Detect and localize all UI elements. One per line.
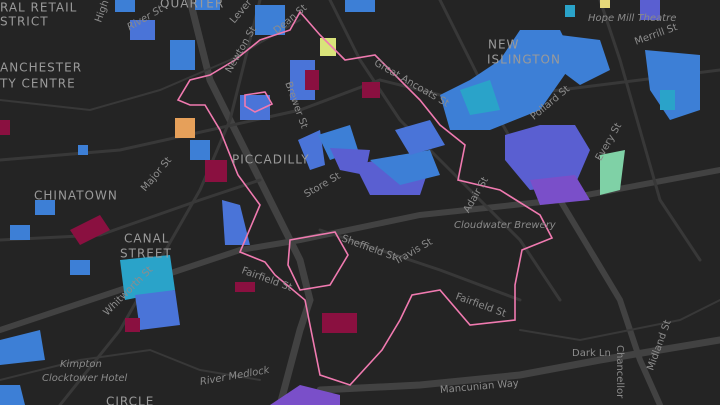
building: [0, 385, 25, 405]
map-label: QUARTER: [160, 0, 224, 11]
building: [370, 150, 440, 185]
map-label: TY CENTRE: [0, 77, 76, 91]
map-label: Cloudwater Brewery: [454, 220, 557, 231]
building: [460, 80, 500, 115]
building: [170, 40, 195, 70]
map-label: PICCADILLY: [232, 153, 310, 167]
building: [560, 35, 610, 85]
building: [35, 200, 55, 215]
map-label: ISLINGTON: [487, 53, 561, 67]
building: [70, 215, 110, 245]
map-label: STREET: [120, 247, 172, 261]
building: [78, 145, 88, 155]
building: [565, 5, 575, 17]
building: [10, 225, 30, 240]
building: [0, 330, 45, 365]
building: [135, 290, 180, 330]
building: [115, 0, 135, 12]
map-label: RAL RETAIL: [0, 1, 77, 15]
building: [645, 50, 700, 120]
map-label: Clocktower Hotel: [42, 373, 128, 384]
map-label: Chancellor: [614, 345, 625, 399]
building: [270, 385, 340, 405]
map-label: ANCHESTER: [0, 61, 82, 75]
map-label: Kimpton: [60, 359, 102, 370]
building: [195, 0, 220, 10]
building: [125, 318, 140, 332]
building: [235, 282, 255, 292]
building: [600, 0, 610, 8]
map-label: Hope Mill Theatre: [588, 13, 676, 24]
building: [395, 120, 445, 155]
map-label: CHINATOWN: [34, 189, 118, 203]
boundary: [176, 10, 554, 386]
building: [130, 20, 155, 40]
map-label: Dark Ln: [572, 348, 611, 359]
map-label: NEW: [488, 38, 519, 52]
building: [222, 200, 250, 245]
building: [362, 82, 380, 98]
building: [660, 90, 675, 110]
building: [120, 255, 175, 300]
building: [640, 0, 660, 20]
building: [205, 160, 227, 182]
building: [0, 120, 10, 135]
map-label: CIRCLE: [106, 395, 154, 405]
building: [322, 313, 357, 333]
building: [320, 38, 336, 56]
building: [530, 175, 590, 205]
map-label: CANAL: [124, 232, 169, 246]
building: [175, 118, 195, 138]
building: [505, 125, 590, 190]
building: [345, 0, 375, 12]
map-label: STRICT: [0, 15, 49, 29]
building: [600, 150, 625, 195]
building: [255, 5, 285, 35]
building: [298, 130, 325, 170]
building: [190, 140, 210, 160]
building: [305, 70, 319, 90]
building: [70, 260, 90, 275]
